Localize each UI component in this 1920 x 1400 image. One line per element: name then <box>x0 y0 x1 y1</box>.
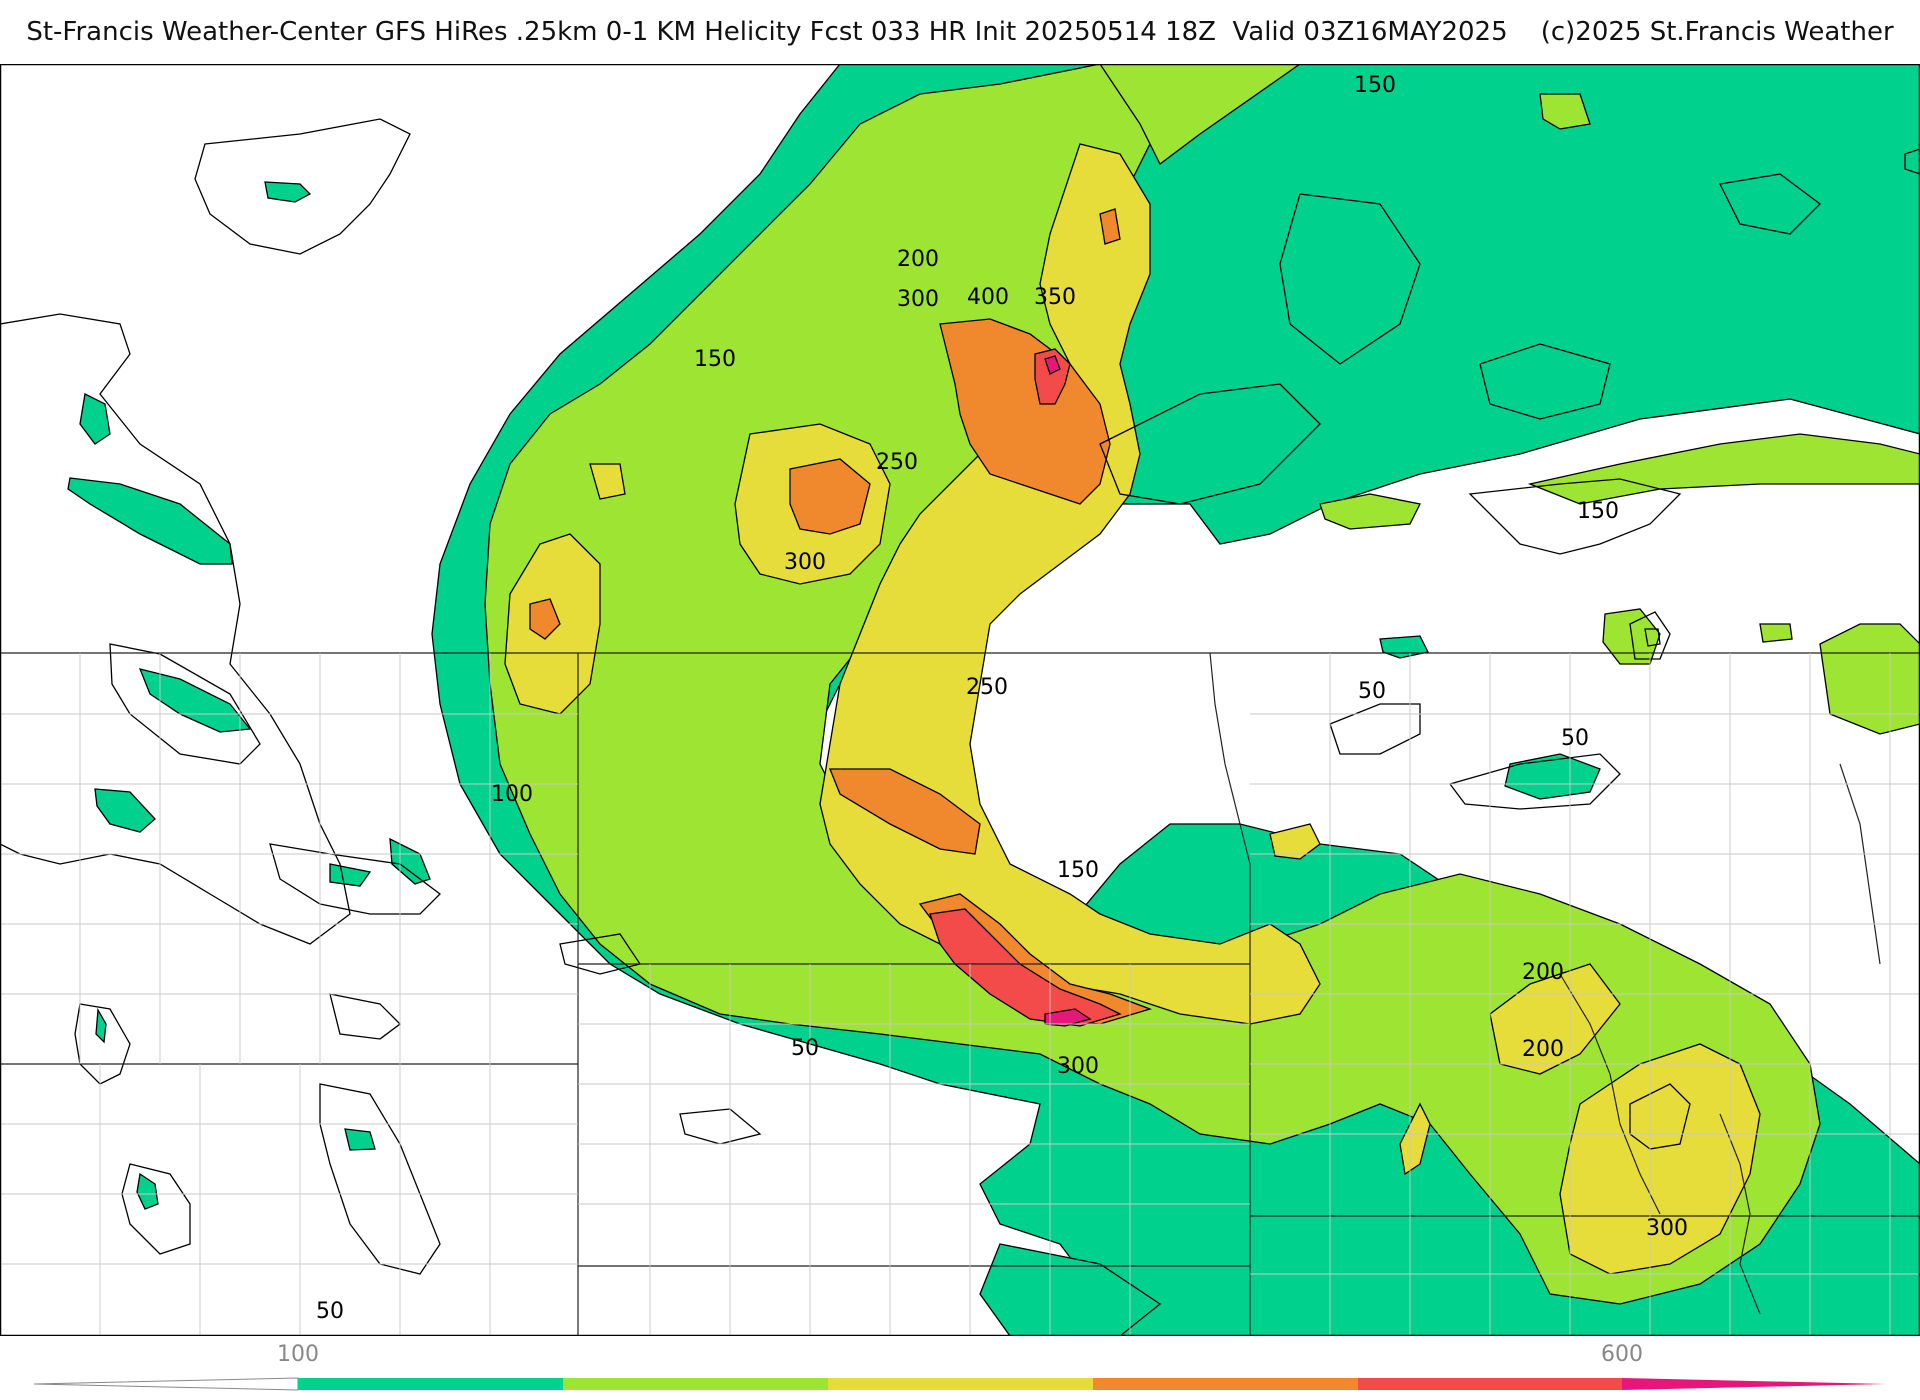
state-boundaries <box>1 652 1919 1335</box>
contour-label: 300 <box>897 287 939 312</box>
colorbar-segment <box>298 1378 563 1390</box>
colorbar-segment <box>1093 1378 1358 1390</box>
contour-label: 300 <box>1646 1216 1688 1241</box>
contour-label: 200 <box>1522 960 1564 985</box>
contour-label: 200 <box>897 247 939 272</box>
helicity-map: 150 200 300 400 350 150 250 300 250 100 … <box>0 64 1920 1336</box>
map-title: St-Francis Weather-Center GFS HiRes .25k… <box>26 17 1508 47</box>
contour-label: 250 <box>966 675 1008 700</box>
colorbar-segment <box>563 1378 828 1390</box>
contour-label: 50 <box>1358 679 1386 704</box>
contour-label: 100 <box>491 782 533 807</box>
colorbar-low-extension <box>33 1377 299 1391</box>
contour-label: 350 <box>1034 285 1076 310</box>
map-title-bar: St-Francis Weather-Center GFS HiRes .25k… <box>0 0 1920 64</box>
colorbar-tick-600: 600 <box>1601 1342 1643 1367</box>
contour-label: 150 <box>1577 499 1619 524</box>
contour-label: 400 <box>967 285 1009 310</box>
helicity-level-550-fill <box>1044 355 1092 1027</box>
contour-labels: 150 200 300 400 350 150 250 300 250 100 … <box>316 73 1688 1324</box>
contour-label: 50 <box>316 1299 344 1324</box>
colorbar-segment <box>1358 1378 1622 1390</box>
contour-label: 150 <box>694 347 736 372</box>
contour-label: 50 <box>1561 726 1589 751</box>
contour-label: 200 <box>1522 1037 1564 1062</box>
colorbar-tick-100: 100 <box>277 1342 319 1367</box>
copyright-text: (c)2025 St.Francis Weather <box>1540 17 1894 47</box>
contour-label: 250 <box>876 450 918 475</box>
contour-label: 150 <box>1354 73 1396 98</box>
colorbar-high-extension <box>1622 1378 1886 1390</box>
contour-label: 50 <box>791 1036 819 1061</box>
contour-label: 300 <box>784 550 826 575</box>
colorbar-segment <box>828 1378 1093 1390</box>
county-lines <box>1 653 1919 1335</box>
colorbar <box>33 1377 1886 1391</box>
contour-label: 150 <box>1057 858 1099 883</box>
contour-label: 300 <box>1057 1054 1099 1079</box>
